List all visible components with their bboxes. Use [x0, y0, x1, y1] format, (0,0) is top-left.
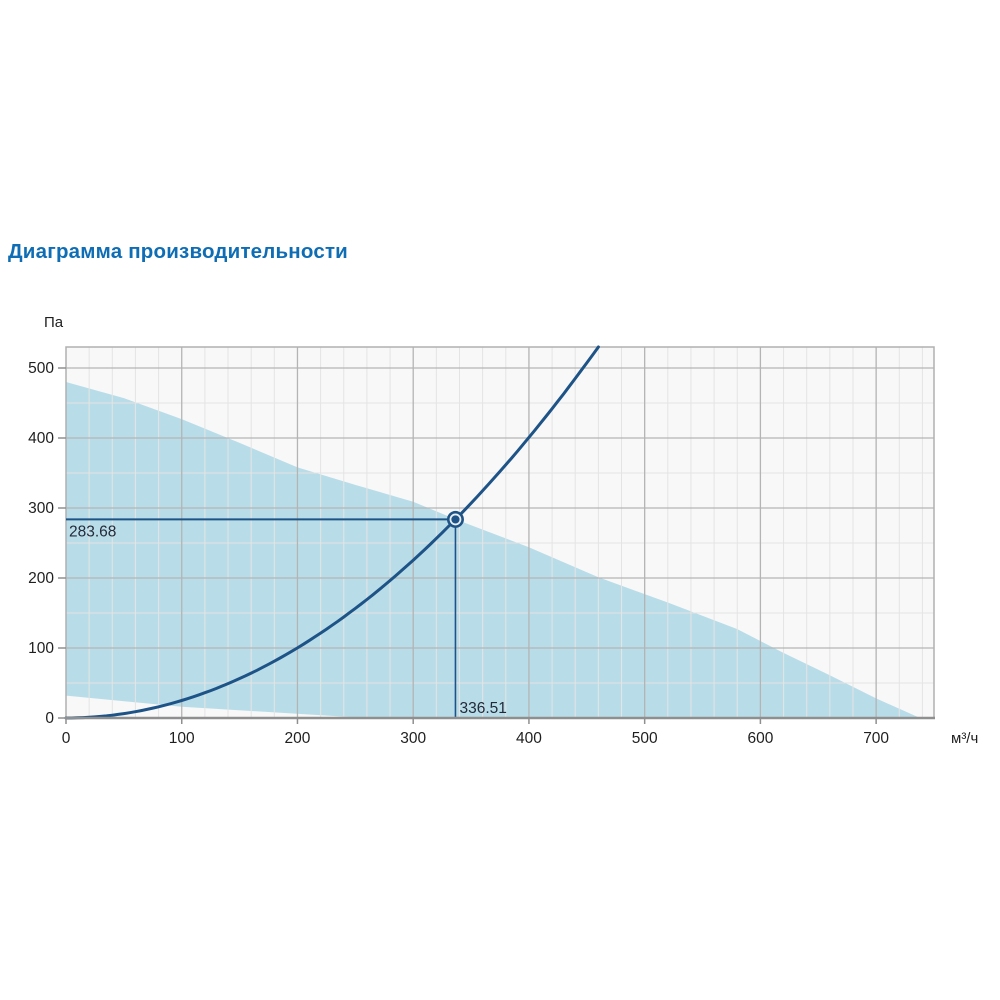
x-tick-label: 500: [632, 730, 658, 747]
performance-chart: 0 100 200 300 400 500 600 700 0 100 200 300 400 500 Па…: [28, 314, 978, 747]
x-tick-label: 300: [400, 730, 426, 747]
operating-pressure-label: 283.68: [69, 523, 116, 540]
y-tick-label: 100: [28, 640, 54, 657]
y-tick-label: 0: [45, 710, 54, 727]
x-tick-label: 100: [169, 730, 195, 747]
operating-point-marker-ring: [449, 513, 462, 526]
operating-point-marker[interactable]: [446, 510, 464, 528]
y-tick-label: 300: [28, 500, 54, 517]
system-curve: [64, 345, 600, 720]
x-tick-label: 700: [863, 730, 889, 747]
x-tick-label: 400: [516, 730, 542, 747]
y-tick-label: 500: [28, 360, 54, 377]
x-axis-unit-label: м³/ч: [951, 730, 978, 747]
y-tick-label: 200: [28, 570, 54, 587]
x-tick-label: 200: [285, 730, 311, 747]
x-tick-label: 0: [62, 730, 71, 747]
y-tick-label: 400: [28, 430, 54, 447]
operating-envelope-area: [66, 382, 921, 718]
y-axis-unit-label: Па: [44, 314, 64, 331]
page-title: Диаграмма производительности: [8, 240, 348, 263]
x-tick-label: 600: [747, 730, 773, 747]
operating-flow-label: 336.51: [459, 700, 506, 717]
